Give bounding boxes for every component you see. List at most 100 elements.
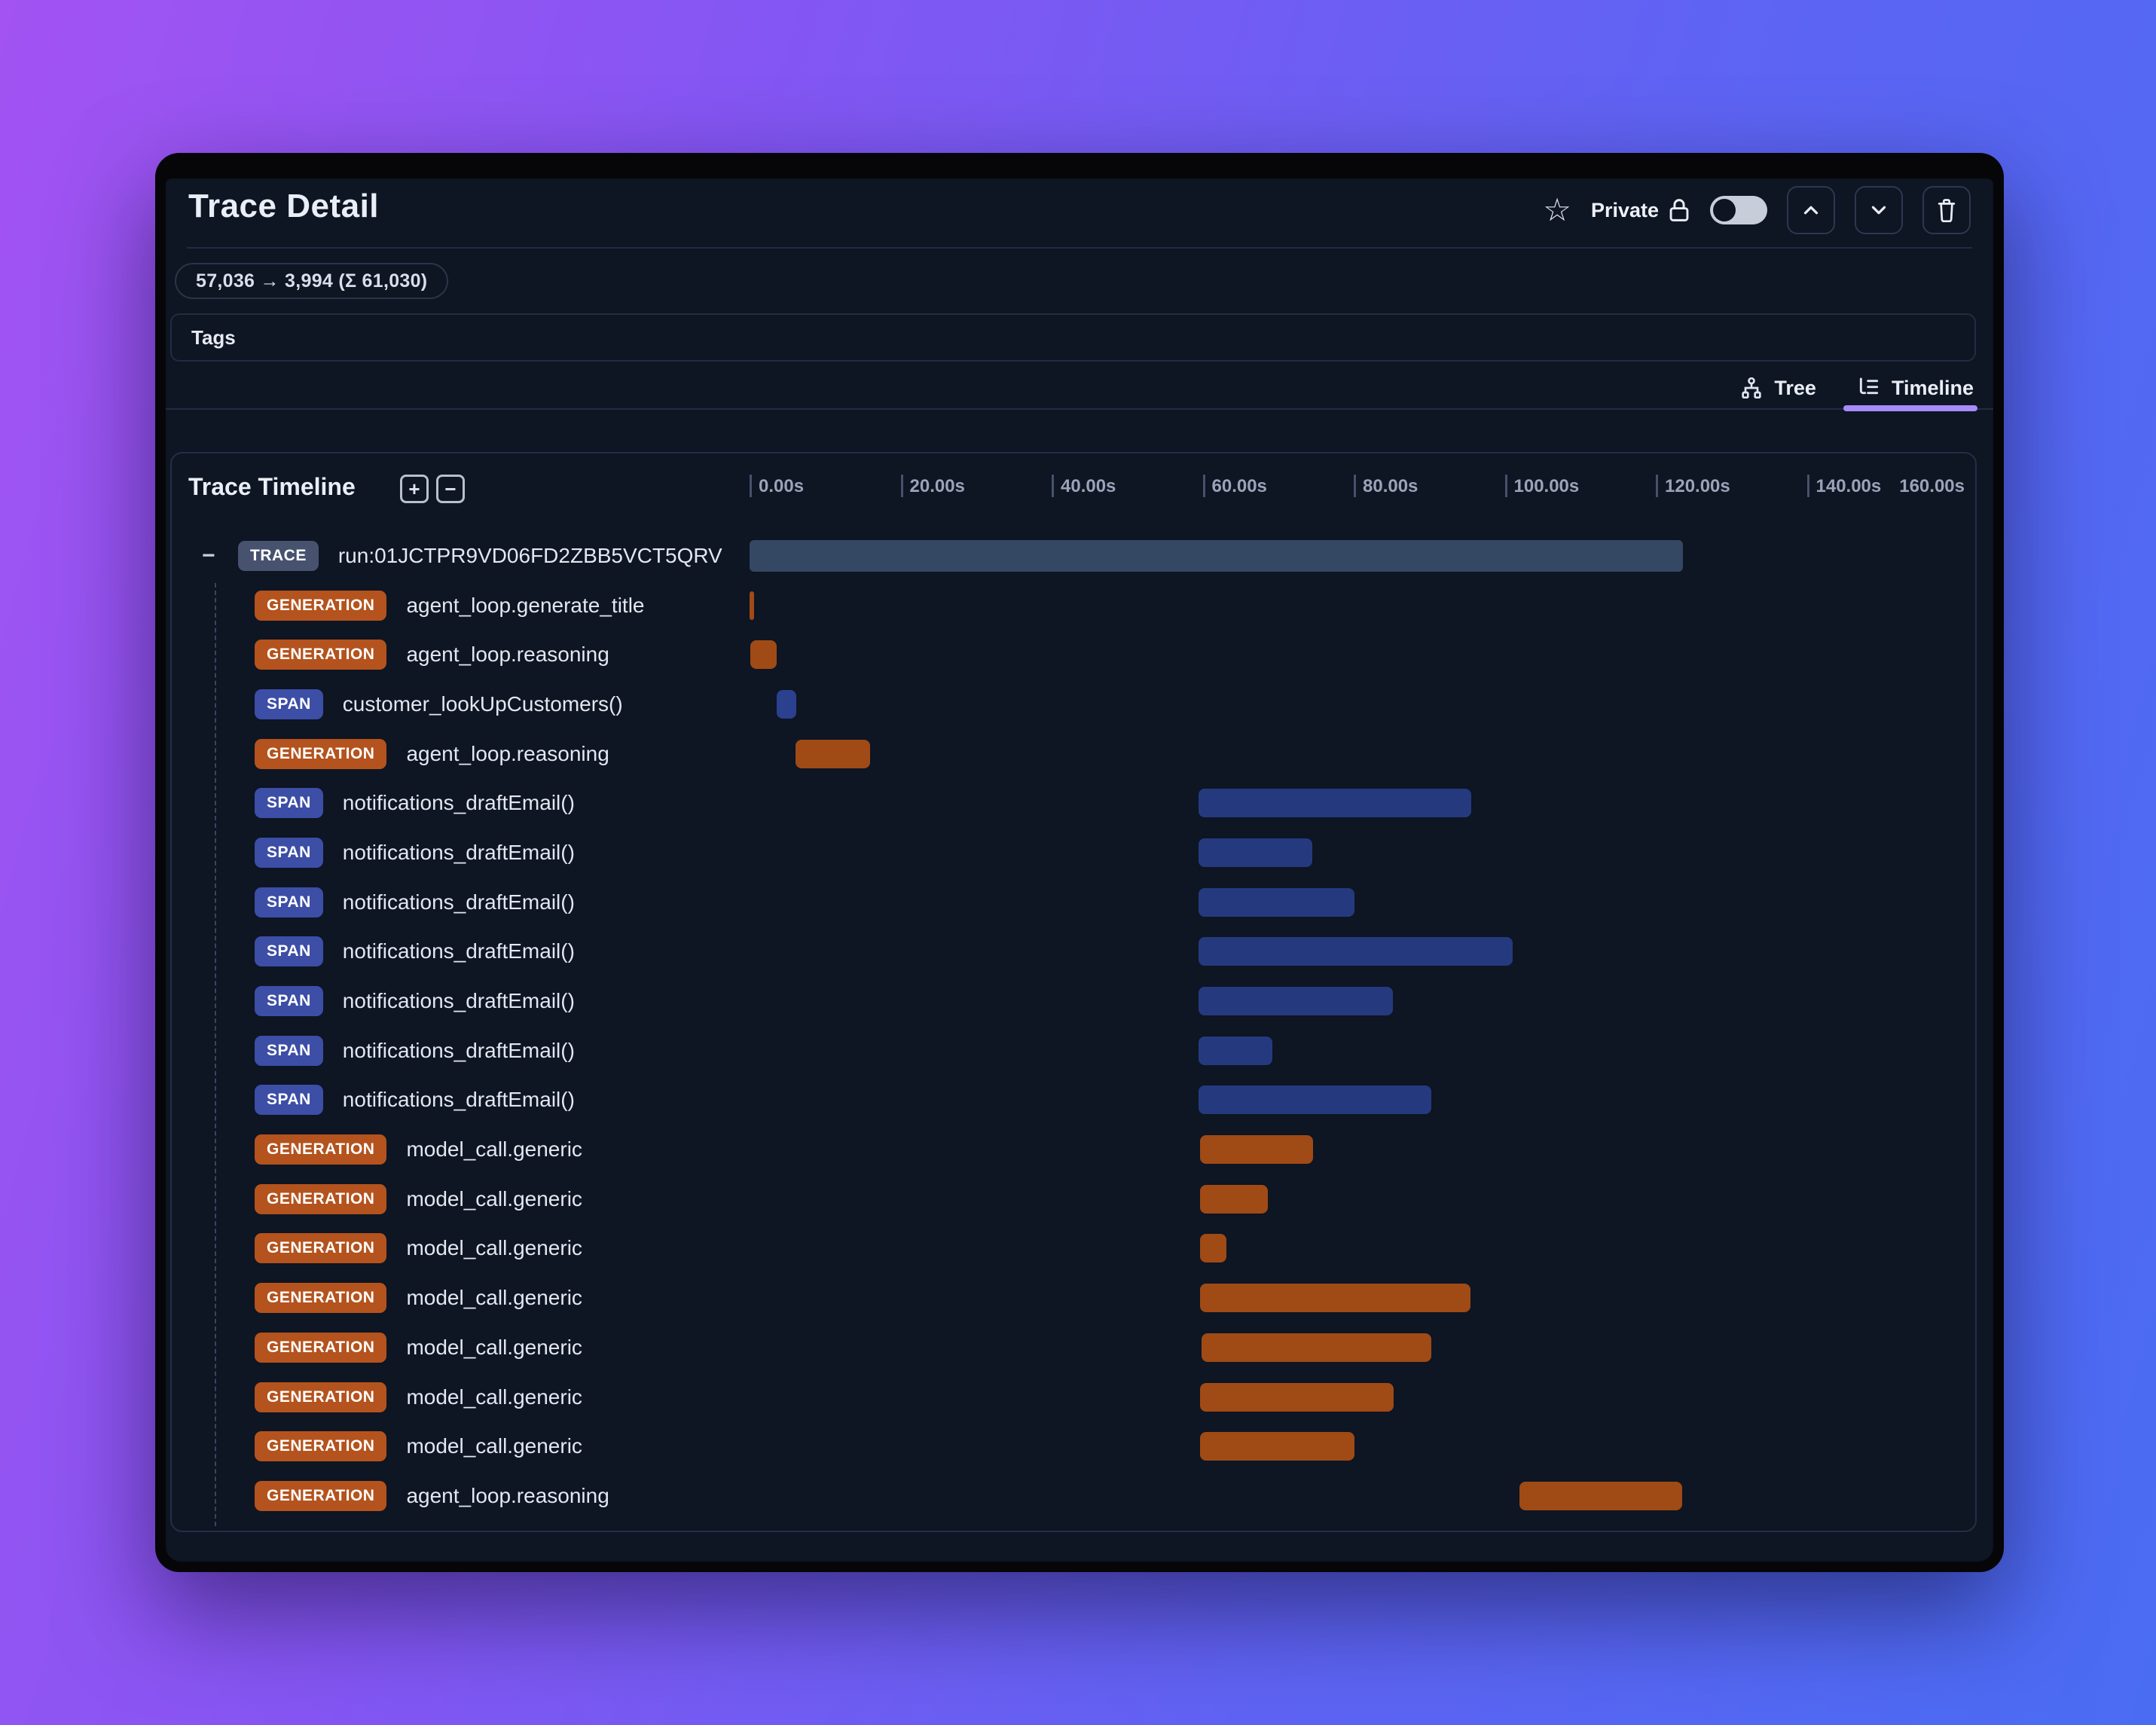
- lock-icon: [1669, 199, 1689, 221]
- span-duration-bar[interactable]: [1199, 1085, 1432, 1115]
- axis-tick: [1656, 475, 1658, 497]
- timeline-row-generation[interactable]: GENERATION model_call.generic: [172, 1125, 1974, 1174]
- tags-label: Tags: [191, 325, 236, 349]
- row-label: agent_loop.generate_title: [406, 593, 645, 617]
- trash-icon: [1938, 199, 1956, 222]
- generation-badge: GENERATION: [255, 1233, 387, 1264]
- expand-all-button[interactable]: +: [400, 475, 429, 503]
- collapse-down-button[interactable]: [1855, 186, 1903, 234]
- generation-duration-bar[interactable]: [796, 739, 871, 768]
- timeline-row-span[interactable]: SPAN customer_lookUpCustomers(): [172, 679, 1974, 729]
- privacy-toggle[interactable]: [1710, 196, 1767, 224]
- span-badge: SPAN: [255, 837, 323, 868]
- generation-duration-bar[interactable]: [1200, 1432, 1354, 1461]
- timeline-row-span[interactable]: SPAN notifications_draftEmail(): [172, 778, 1974, 828]
- row-label: notifications_draftEmail(): [342, 890, 575, 914]
- collapse-up-button[interactable]: [1787, 186, 1835, 234]
- span-duration-bar[interactable]: [1199, 937, 1513, 966]
- span-badge: SPAN: [255, 1085, 323, 1116]
- axis-tick-label: 20.00s: [909, 476, 965, 496]
- span-badge: SPAN: [255, 788, 323, 819]
- generation-duration-bar[interactable]: [1200, 1184, 1268, 1214]
- span-duration-bar[interactable]: [1199, 1036, 1272, 1065]
- tree-icon: [1742, 377, 1762, 398]
- generation-badge: GENERATION: [255, 1431, 387, 1462]
- span-duration-bar[interactable]: [1199, 987, 1394, 1016]
- delete-button[interactable]: [1922, 186, 1971, 234]
- span-duration-bar[interactable]: [1199, 838, 1312, 867]
- axis-tick: [1202, 475, 1205, 497]
- generation-badge: GENERATION: [255, 1134, 387, 1165]
- toggle-knob: [1713, 199, 1736, 221]
- tab-tree-label: Tree: [1774, 376, 1816, 399]
- generation-duration-bar[interactable]: [750, 591, 754, 620]
- generation-badge: GENERATION: [255, 738, 387, 769]
- generation-duration-bar[interactable]: [1200, 1135, 1313, 1165]
- view-tabs: Tree Timeline: [1739, 367, 1974, 409]
- generation-duration-bar[interactable]: [1200, 1382, 1394, 1412]
- star-icon[interactable]: ☆: [1543, 192, 1571, 227]
- tree-guide-line: [215, 583, 216, 1526]
- axis-tick-label: 100.00s: [1513, 476, 1580, 496]
- axis-tick-label: 60.00s: [1211, 476, 1267, 496]
- generation-duration-bar[interactable]: [750, 640, 777, 670]
- timeline-row-generation[interactable]: GENERATION model_call.generic: [172, 1421, 1974, 1471]
- timeline-row-generation[interactable]: GENERATION model_call.generic: [172, 1174, 1974, 1224]
- timeline-row-span[interactable]: SPAN notifications_draftEmail(): [172, 828, 1974, 878]
- generation-duration-bar[interactable]: [1202, 1333, 1432, 1362]
- generation-duration-bar[interactable]: [1200, 1284, 1471, 1313]
- tab-timeline[interactable]: Timeline: [1857, 376, 1974, 400]
- row-label: notifications_draftEmail(): [342, 1038, 575, 1062]
- timeline-row-generation[interactable]: GENERATION agent_loop.reasoning: [172, 729, 1974, 779]
- axis-tick-label: 140.00s: [1815, 476, 1882, 496]
- row-label: agent_loop.reasoning: [406, 741, 609, 765]
- tab-tree[interactable]: Tree: [1739, 376, 1816, 400]
- row-label: model_call.generic: [406, 1137, 582, 1162]
- timeline-row-span[interactable]: SPAN notifications_draftEmail(): [172, 878, 1974, 927]
- row-label: model_call.generic: [406, 1434, 582, 1458]
- span-duration-bar[interactable]: [777, 689, 797, 719]
- timeline-row-span[interactable]: SPAN notifications_draftEmail(): [172, 976, 1974, 1026]
- privacy-label: Private: [1590, 198, 1659, 221]
- tags-box[interactable]: Tags: [170, 313, 1976, 362]
- generation-duration-bar[interactable]: [1519, 1481, 1683, 1510]
- generation-badge: GENERATION: [255, 590, 387, 621]
- timeline-row-generation[interactable]: GENERATION model_call.generic: [172, 1224, 1974, 1274]
- row-label: notifications_draftEmail(): [342, 989, 575, 1013]
- timeline-row-span[interactable]: SPAN notifications_draftEmail(): [172, 927, 1974, 977]
- row-label: model_call.generic: [406, 1385, 582, 1409]
- axis-tick: [1052, 475, 1054, 497]
- row-label: customer_lookUpCustomers(): [342, 692, 623, 716]
- generation-badge: GENERATION: [255, 1183, 387, 1214]
- axis-tick-label: 80.00s: [1363, 476, 1419, 496]
- collapse-all-button[interactable]: −: [436, 475, 465, 503]
- row-label: notifications_draftEmail(): [342, 791, 575, 815]
- chevron-down-icon: [1871, 206, 1886, 215]
- trace-duration-bar[interactable]: [750, 539, 1684, 572]
- timeline-row-generation[interactable]: GENERATION model_call.generic: [172, 1372, 1974, 1422]
- timeline-row-generation[interactable]: GENERATION agent_loop.reasoning: [172, 1471, 1974, 1521]
- span-duration-bar[interactable]: [1199, 789, 1472, 818]
- span-badge: SPAN: [255, 936, 323, 967]
- row-label: model_call.generic: [406, 1186, 582, 1211]
- generation-badge: GENERATION: [255, 1283, 387, 1314]
- timeline-list-icon: [1859, 377, 1879, 395]
- timeline-row-trace[interactable]: − TRACE run:01JCTPR9VD06FD2ZBB5VCT5QRV: [172, 531, 1974, 581]
- row-collapse-toggle[interactable]: −: [202, 542, 215, 568]
- trace-badge: TRACE: [238, 540, 319, 571]
- timeline-row-span[interactable]: SPAN notifications_draftEmail(): [172, 1076, 1974, 1125]
- span-badge: SPAN: [255, 1035, 323, 1066]
- tab-timeline-label: Timeline: [1891, 376, 1974, 399]
- timeline-row-generation[interactable]: GENERATION agent_loop.generate_title: [172, 581, 1974, 630]
- span-duration-bar[interactable]: [1199, 887, 1354, 917]
- timeline-row-generation[interactable]: GENERATION model_call.generic: [172, 1323, 1974, 1372]
- axis-tick: [750, 475, 752, 497]
- timeline-row-generation[interactable]: GENERATION agent_loop.reasoning: [172, 630, 1974, 679]
- timeline-row-span[interactable]: SPAN notifications_draftEmail(): [172, 1026, 1974, 1076]
- generation-duration-bar[interactable]: [1200, 1234, 1226, 1263]
- span-badge: SPAN: [255, 986, 323, 1017]
- axis-tick: [1504, 475, 1507, 497]
- axis-tick: [1354, 475, 1356, 497]
- trace-detail-window: Trace Detail ☆ Private: [155, 153, 2004, 1572]
- timeline-row-generation[interactable]: GENERATION model_call.generic: [172, 1273, 1974, 1323]
